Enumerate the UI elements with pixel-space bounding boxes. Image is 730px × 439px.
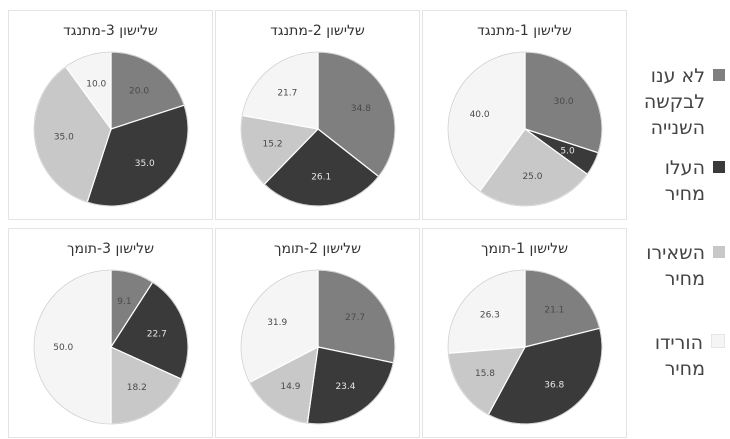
- data-label: 15.8: [475, 369, 495, 379]
- chart-title: שלישון 3-תומך: [66, 241, 155, 257]
- pie-panel: 9.1 22.7 18.2 50.0 שלישון 3-תומך: [8, 228, 213, 438]
- pie-outline: [447, 51, 603, 207]
- data-label: 22.7: [147, 330, 167, 340]
- legend-text: לא ענו: [650, 65, 705, 87]
- legend-label-line: מחיר: [640, 266, 725, 292]
- data-label: 25.0: [522, 172, 542, 182]
- pie-chart: 20.0 35.0 35.0 10.0: [33, 51, 189, 207]
- legend-text: מחיר: [664, 183, 705, 205]
- data-label: 14.9: [280, 382, 300, 392]
- pie-chart: 34.8 26.1 15.2 21.7: [240, 51, 396, 207]
- legend-text: מחיר: [664, 358, 705, 380]
- legend-swatch: [713, 69, 725, 81]
- legend-text: השנייה: [650, 117, 705, 139]
- data-label: 10.0: [86, 80, 106, 90]
- chart-title: שלישון 1-תומך: [480, 241, 569, 257]
- pie-panel: 20.0 35.0 35.0 10.0 שלישון 3-מתנגד: [8, 10, 213, 220]
- legend-label-line: לבקשה: [640, 89, 725, 115]
- legend-swatch: [711, 334, 725, 348]
- data-label: 20.0: [129, 86, 149, 96]
- pie-outline: [240, 51, 396, 207]
- chart-title: שלישון 1-מתנגד: [477, 23, 572, 39]
- data-label: 35.0: [54, 132, 74, 142]
- data-label: 21.1: [544, 305, 564, 315]
- chart-title: שלישון 2-תומך: [273, 241, 362, 257]
- legend-label-line: השנייה: [640, 115, 725, 141]
- data-label: 31.9: [267, 318, 287, 328]
- data-label: 34.8: [351, 104, 371, 114]
- pie-panel: 21.1 36.8 15.8 26.3 שלישון 1-תומך: [422, 228, 627, 438]
- legend-item-no-answer: לא ענו לבקשה השנייה: [640, 63, 725, 141]
- data-label: 50.0: [53, 343, 73, 353]
- legend-text: לבקשה: [643, 91, 705, 113]
- data-label: 9.1: [117, 297, 131, 307]
- legend-swatch: [713, 246, 725, 258]
- pie-outline: [447, 269, 603, 425]
- data-label: 18.2: [127, 383, 147, 393]
- pie-chart: 21.1 36.8 15.8 26.3: [447, 269, 603, 425]
- legend-swatch: [713, 161, 725, 173]
- pie-chart: 27.7 23.4 14.9 31.9: [240, 269, 396, 425]
- legend-label-line: מחיר: [640, 356, 725, 382]
- pie-panel: 34.8 26.1 15.2 21.7 שלישון 2-מתנגד: [215, 10, 420, 220]
- legend-item-raised: העלו מחיר: [640, 155, 725, 207]
- data-label: 15.2: [263, 140, 283, 150]
- pie-outline: [33, 51, 189, 207]
- data-label: 40.0: [470, 110, 490, 120]
- pie-outline: [240, 269, 396, 425]
- legend-item-lowered: הורידו מחיר: [640, 330, 725, 382]
- pie-outline: [33, 269, 189, 425]
- pie-panel: 30.0 5.0 25.0 40.0 שלישון 1-מתנגד: [422, 10, 627, 220]
- pie-chart: 9.1 22.7 18.2 50.0: [33, 269, 189, 425]
- data-label: 36.8: [544, 381, 564, 391]
- legend-label-line: לא ענו: [640, 63, 725, 89]
- pie-panel: 27.7 23.4 14.9 31.9 שלישון 2-תומך: [215, 228, 420, 438]
- legend-text: השאירו: [646, 242, 705, 264]
- data-label: 27.7: [345, 313, 365, 323]
- data-label: 23.4: [335, 382, 355, 392]
- legend-label-line: הורידו: [640, 330, 725, 356]
- data-label: 5.0: [560, 147, 575, 157]
- legend-item-kept: השאירו מחיר: [640, 240, 725, 292]
- data-label: 35.0: [135, 159, 155, 169]
- legend-text: העלו: [664, 157, 705, 179]
- pie-chart: 30.0 5.0 25.0 40.0: [447, 51, 603, 207]
- chart-title: שלישון 3-מתנגד: [63, 23, 158, 39]
- legend-text: מחיר: [664, 268, 705, 290]
- data-label: 26.1: [311, 173, 331, 183]
- data-label: 30.0: [554, 97, 574, 107]
- legend-label-line: העלו: [640, 155, 725, 181]
- legend-label-line: השאירו: [640, 240, 725, 266]
- legend-label-line: מחיר: [640, 181, 725, 207]
- data-label: 26.3: [480, 311, 500, 321]
- legend-text: הורידו: [654, 332, 703, 354]
- chart-title: שלישון 2-מתנגד: [270, 23, 365, 39]
- data-label: 21.7: [277, 88, 297, 98]
